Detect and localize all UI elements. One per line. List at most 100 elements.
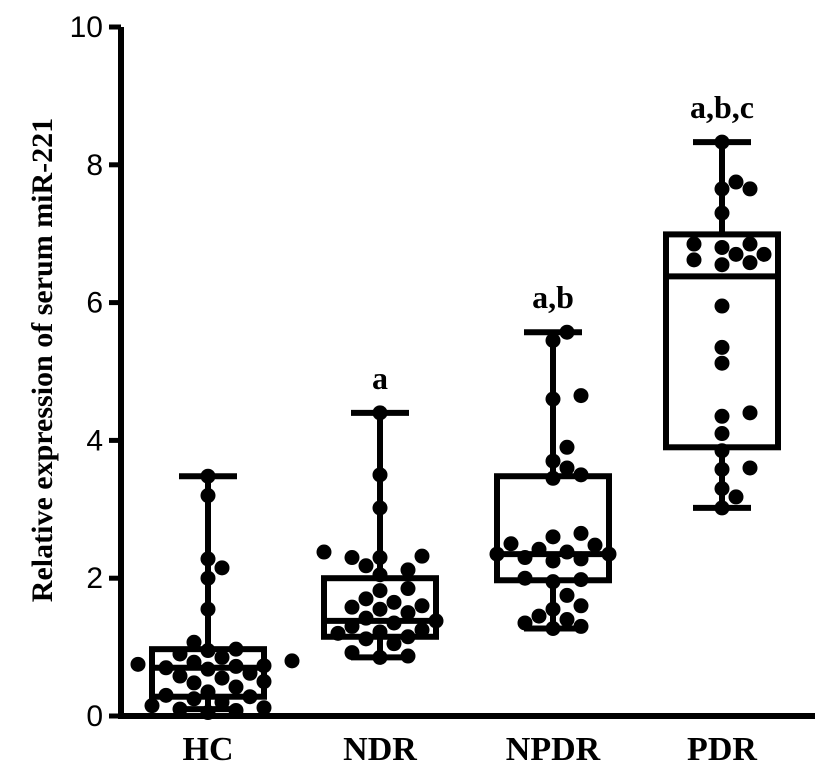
data-point bbox=[503, 536, 519, 552]
data-point bbox=[714, 500, 730, 516]
data-point bbox=[214, 649, 230, 665]
data-point bbox=[200, 705, 216, 721]
data-point bbox=[372, 624, 388, 640]
data-point bbox=[587, 537, 603, 553]
data-point bbox=[186, 634, 202, 650]
data-point bbox=[573, 467, 589, 483]
x-axis-categories: HC NDR NPDR PDR bbox=[183, 731, 758, 768]
data-point bbox=[214, 560, 230, 576]
data-point bbox=[158, 687, 174, 703]
x-category-label: NDR bbox=[343, 731, 417, 768]
y-tick-label: 4 bbox=[86, 424, 103, 457]
data-point bbox=[545, 574, 561, 590]
data-point bbox=[517, 570, 533, 586]
data-point bbox=[728, 174, 744, 190]
data-point bbox=[344, 599, 360, 615]
data-point bbox=[573, 618, 589, 634]
data-point bbox=[200, 643, 216, 659]
data-point bbox=[400, 629, 416, 645]
data-point bbox=[559, 324, 575, 340]
data-point bbox=[228, 679, 244, 695]
data-point bbox=[242, 689, 258, 705]
significance-label: a,b,c bbox=[690, 89, 754, 125]
data-point bbox=[372, 583, 388, 599]
data-point bbox=[186, 675, 202, 691]
data-point bbox=[344, 618, 360, 634]
data-point bbox=[172, 701, 188, 717]
data-point bbox=[714, 339, 730, 355]
data-point bbox=[559, 439, 575, 455]
x-category-label: HC bbox=[183, 731, 234, 768]
data-point bbox=[714, 239, 730, 255]
y-axis-ticks: 0 2 4 6 8 10 bbox=[70, 11, 121, 733]
data-point bbox=[728, 489, 744, 505]
data-point bbox=[714, 426, 730, 442]
data-point bbox=[200, 570, 216, 586]
data-point bbox=[186, 691, 202, 707]
data-point bbox=[714, 461, 730, 477]
data-point bbox=[144, 698, 160, 714]
data-point bbox=[386, 615, 402, 631]
data-point bbox=[428, 613, 444, 629]
data-point bbox=[517, 550, 533, 566]
data-point bbox=[601, 546, 617, 562]
x-category-label: PDR bbox=[687, 731, 757, 768]
data-point bbox=[414, 598, 430, 614]
data-point bbox=[172, 646, 188, 662]
data-point bbox=[386, 594, 402, 610]
box-ndr bbox=[321, 409, 439, 661]
data-point bbox=[372, 500, 388, 516]
data-point bbox=[742, 255, 758, 271]
data-point bbox=[742, 181, 758, 197]
data-point bbox=[200, 551, 216, 567]
data-point bbox=[200, 661, 216, 677]
data-point bbox=[400, 562, 416, 578]
data-point bbox=[545, 553, 561, 569]
data-point bbox=[284, 653, 300, 669]
data-point bbox=[358, 558, 374, 574]
data-point bbox=[517, 615, 533, 631]
data-point bbox=[686, 236, 702, 252]
data-point bbox=[714, 257, 730, 273]
data-point bbox=[573, 388, 589, 404]
data-point bbox=[372, 601, 388, 617]
data-point bbox=[573, 551, 589, 567]
data-point bbox=[489, 546, 505, 562]
data-point bbox=[372, 405, 388, 421]
data-point bbox=[714, 408, 730, 424]
data-point bbox=[256, 674, 272, 690]
data-point bbox=[228, 641, 244, 657]
data-point bbox=[714, 481, 730, 497]
data-point bbox=[714, 298, 730, 314]
y-tick-label: 8 bbox=[86, 149, 103, 182]
x-category-label: NPDR bbox=[506, 731, 601, 768]
data-point bbox=[545, 391, 561, 407]
significance-label: a,b bbox=[532, 279, 574, 315]
data-point bbox=[573, 572, 589, 588]
data-point bbox=[344, 550, 360, 566]
data-point bbox=[573, 598, 589, 614]
data-point bbox=[559, 587, 575, 603]
data-point bbox=[200, 684, 216, 700]
data-point bbox=[330, 625, 346, 641]
data-point bbox=[214, 694, 230, 710]
data-point bbox=[200, 488, 216, 504]
data-point bbox=[400, 581, 416, 597]
data-point bbox=[714, 181, 730, 197]
data-point bbox=[686, 252, 702, 268]
data-point bbox=[756, 246, 772, 262]
data-point bbox=[545, 332, 561, 348]
data-points bbox=[130, 134, 772, 721]
data-point bbox=[545, 529, 561, 545]
data-point bbox=[714, 134, 730, 150]
data-point bbox=[358, 591, 374, 607]
axes bbox=[118, 27, 815, 719]
data-point bbox=[256, 658, 272, 674]
significance-label: a bbox=[372, 360, 388, 396]
data-point bbox=[742, 460, 758, 476]
data-point bbox=[714, 443, 730, 459]
data-point bbox=[545, 601, 561, 617]
data-point bbox=[228, 658, 244, 674]
data-point bbox=[742, 405, 758, 421]
data-point bbox=[573, 525, 589, 541]
